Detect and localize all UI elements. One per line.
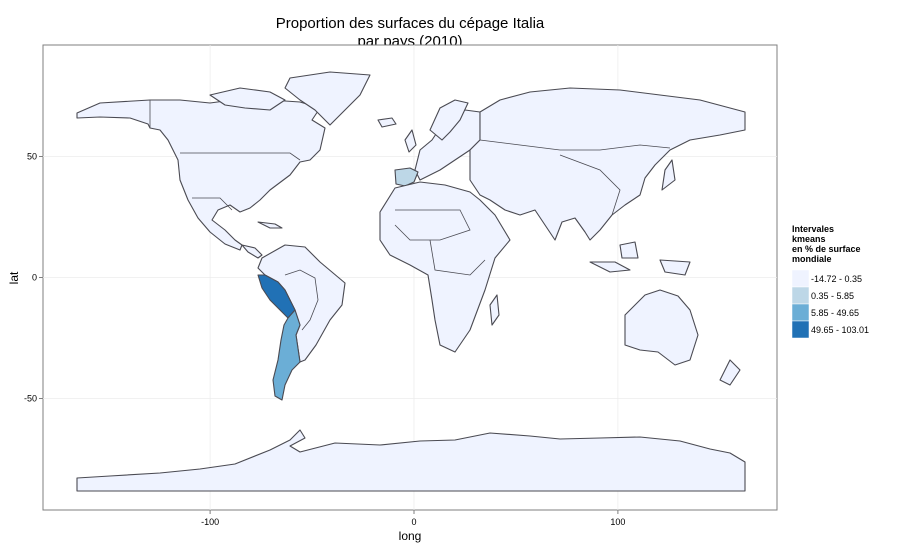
- y-axis-ticks: 50 0 -50: [24, 152, 43, 404]
- country-argentina-chile: [272, 309, 301, 401]
- country-scandinavia: [429, 99, 469, 141]
- country-greenland: [284, 71, 371, 126]
- y-tick-label: -50: [24, 394, 37, 404]
- border-us-canada: [180, 152, 301, 161]
- legend-label: 0.35 - 5.85: [811, 291, 854, 301]
- country-australia: [624, 289, 699, 366]
- country-iceland: [377, 117, 397, 128]
- legend-label: 49.65 - 103.01: [811, 325, 869, 335]
- x-axis-title: long: [399, 529, 422, 543]
- x-axis-ticks: -100 0 100: [201, 510, 625, 527]
- x-tick-label: -100: [201, 517, 219, 527]
- border-africa-2: [429, 239, 486, 276]
- chart-title-line1: Proportion des surfaces du cépage Italia: [276, 15, 545, 32]
- y-axis-title: lat: [7, 271, 21, 284]
- legend-title-line: mondiale: [792, 254, 832, 264]
- country-africa: [379, 181, 511, 353]
- legend-swatch: [791, 320, 810, 339]
- country-new-guinea: [659, 259, 691, 276]
- country-antarctica: [76, 429, 746, 492]
- country-japan: [661, 159, 676, 191]
- country-borneo: [619, 241, 639, 259]
- country-arctic-islands: [209, 87, 286, 111]
- border-china: [559, 154, 621, 216]
- legend-swatch: [791, 303, 810, 322]
- world-map: [76, 71, 746, 492]
- legend-label: 5.85 - 49.65: [811, 308, 859, 318]
- legend-label: -14.72 - 0.35: [811, 274, 862, 284]
- country-asia: [469, 87, 746, 241]
- legend: Intervales kmeans en % de surface mondia…: [791, 224, 869, 339]
- country-central-america: [241, 244, 263, 259]
- y-tick-label: 0: [32, 273, 37, 283]
- legend-swatch: [791, 269, 810, 288]
- border-russia: [479, 139, 671, 151]
- x-tick-label: 100: [610, 517, 625, 527]
- y-tick-label: 50: [27, 152, 37, 162]
- legend-title-line: kmeans: [792, 234, 826, 244]
- country-spain: [394, 167, 419, 187]
- border-brazil: [284, 269, 319, 331]
- legend-title-line: Intervales: [792, 224, 834, 234]
- country-north-america: [76, 98, 326, 251]
- border-us-mexico: [192, 197, 233, 211]
- border-africa-1: [394, 209, 471, 241]
- country-uk: [404, 129, 417, 153]
- country-indonesia: [589, 261, 631, 273]
- country-new-zealand: [719, 359, 741, 386]
- country-madagascar: [489, 294, 500, 326]
- x-tick-label: 0: [411, 517, 416, 527]
- legend-title-line: en % de surface: [792, 244, 861, 254]
- country-cuba: [257, 221, 283, 229]
- legend-swatch: [791, 286, 810, 305]
